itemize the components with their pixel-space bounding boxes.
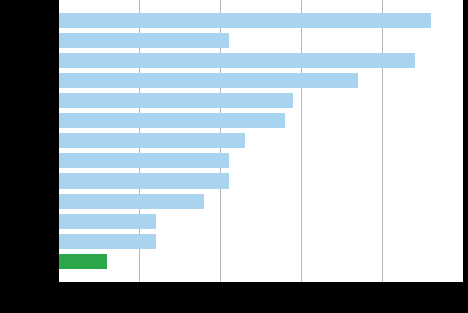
Bar [58, 93, 293, 108]
Bar [58, 234, 156, 249]
Bar [58, 113, 285, 128]
Bar [58, 33, 228, 48]
Bar [58, 53, 415, 68]
Bar [58, 13, 431, 28]
Bar [58, 173, 228, 188]
Bar [58, 73, 358, 88]
Bar [58, 193, 204, 209]
Bar [58, 214, 156, 229]
Bar [58, 254, 107, 269]
Bar [58, 133, 245, 148]
Bar [58, 153, 228, 168]
